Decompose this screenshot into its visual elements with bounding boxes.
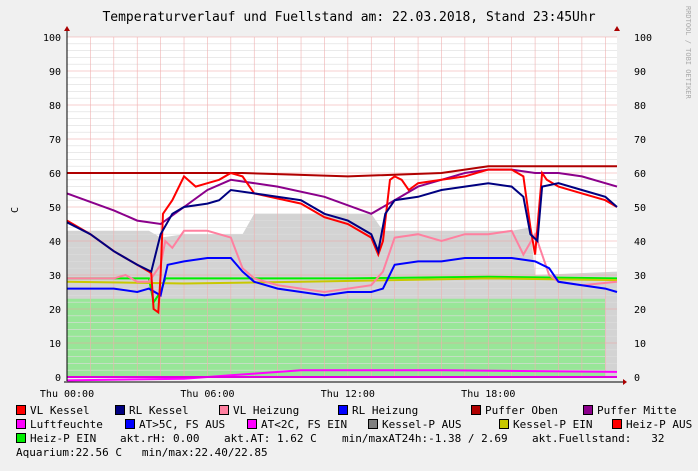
x-tick-label: Thu 18:00 [461,389,515,400]
y-tick-label: 60 [49,169,61,180]
legend-swatch [16,419,26,429]
legend-label: Kessel-P EIN [513,418,593,431]
y2-tick-label: 80 [634,101,646,112]
legend-stat: min/maxAT24h:-1.38 / 2.69 [342,432,508,445]
legend-aquarium: Aquarium:22.56 C min/max:22.40/22.85 [16,446,268,459]
x-tick-label: Thu 12:00 [321,389,375,400]
legend-item: Kessel-P EIN [499,418,592,432]
y2-tick-label: 10 [634,339,646,350]
y2-tick-label: 70 [634,135,646,146]
legend-swatch [16,405,26,415]
y2-tick-label: 100 [634,33,652,44]
legend-swatch [583,405,593,415]
legend-swatch [499,419,509,429]
legend-label: RL Kessel [129,404,189,417]
legend-swatch [219,405,229,415]
x-arrow-icon [623,379,627,385]
series-vl-kessel [66,168,618,315]
x-tick-label: Thu 06:00 [180,389,234,400]
area-heiz-p-ein [67,298,606,377]
legend-item: RL Heizung [338,404,418,418]
legend-stat: akt.rH: 0.00 [120,432,200,445]
legend-label: RL Heizung [352,404,419,417]
legend-label: AT<2C, FS EIN [261,418,348,431]
y-tick-label: 10 [49,339,61,350]
y-tick-label: 50 [49,203,61,214]
legend-label: Heiz-P EIN [30,432,97,445]
series-puffer-oben [67,165,617,178]
y-tick-label: 30 [49,271,61,282]
y-tick-label: 80 [49,101,61,112]
y2-arrow-icon [614,26,620,31]
y2-tick-label: 30 [634,271,646,282]
legend-swatch [115,405,125,415]
series-kessel-p-ein [66,277,618,285]
y2-tick-label: 40 [634,237,646,248]
y-tick-label: 0 [55,373,61,384]
side-label: RRDTOOL / TOBI OETIKER [684,6,692,99]
y-tick-label: 100 [43,33,61,44]
legend-item: VL Kessel [16,404,90,418]
legend-item: Heiz-P AUS [612,418,692,432]
legend-label: VL Heizung [233,404,300,417]
legend-item: Kessel-P AUS [368,418,461,432]
series-rl-heizung [67,257,618,297]
y2-tick-label: 50 [634,203,646,214]
y-axis-label: C [10,207,21,213]
legend-swatch [247,419,257,429]
legend-label: Heiz-P AUS [626,418,693,431]
legend-item: Puffer Oben [471,404,558,418]
chart-title: Temperaturverlauf und Fuellstand am: 22.… [102,10,595,25]
legend-label: Luftfeuchte [30,418,103,431]
legend-row-1: VL Kessel RL Kessel VL Heizung RL Heizung Pu… [0,404,698,418]
legend-label: VL Kessel [30,404,90,417]
series-puffer-mitte [66,168,618,226]
y-tick-label: 70 [49,135,61,146]
x-tick-label: Thu 00:00 [40,389,94,400]
legend-swatch [16,433,26,443]
y2-tick-label: 20 [634,305,646,316]
legend-swatch [368,419,378,429]
series-luftfeuchte [66,369,618,382]
legend-label: Puffer Oben [485,404,558,417]
legend-label: AT>5C, FS AUS [139,418,226,431]
legend-item: RL Kessel [115,404,189,418]
y-tick-label: 90 [49,67,61,78]
y-arrow-icon [64,26,70,31]
y-tick-label: 40 [49,237,61,248]
legend-stat: akt.AT: 1.62 C [224,432,317,445]
legend-swatch [338,405,348,415]
y2-tick-label: 60 [634,169,646,180]
legend-item: Puffer Mitte [583,404,676,418]
legend-item: Heiz-P EIN [16,432,96,446]
series-rl-kessel [66,182,618,274]
legend-item: VL Heizung [219,404,299,418]
legend-swatch [612,419,622,429]
legend-swatch [471,405,481,415]
legend-row-3: Heiz-P EIN akt.rH: 0.00 akt.AT: 1.62 C min/… [0,432,698,446]
y2-tick-label: 90 [634,67,646,78]
y-tick-label: 20 [49,305,61,316]
legend-swatch [125,419,135,429]
legend-label: Puffer Mitte [597,404,677,417]
legend-row-2: Luftfeuchte AT>5C, FS AUS AT<2C, FS EIN Kes… [0,418,698,432]
legend-item: AT>5C, FS AUS [125,418,225,432]
legend-item: AT<2C, FS EIN [247,418,347,432]
legend-item: Luftfeuchte [16,418,103,432]
legend: VL Kessel RL Kessel VL Heizung RL Heizung Pu… [0,404,698,464]
y2-tick-label: 0 [634,373,640,384]
legend-label: Kessel-P AUS [382,418,462,431]
legend-stat: akt.Fuellstand: 32 [532,432,665,445]
